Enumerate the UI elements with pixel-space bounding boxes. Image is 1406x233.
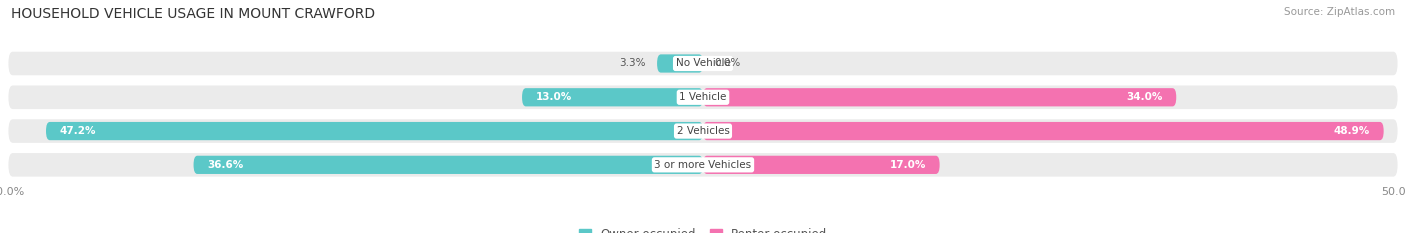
Text: 3 or more Vehicles: 3 or more Vehicles — [654, 160, 752, 170]
FancyBboxPatch shape — [194, 156, 703, 174]
Text: HOUSEHOLD VEHICLE USAGE IN MOUNT CRAWFORD: HOUSEHOLD VEHICLE USAGE IN MOUNT CRAWFOR… — [11, 7, 375, 21]
Text: Source: ZipAtlas.com: Source: ZipAtlas.com — [1284, 7, 1395, 17]
FancyBboxPatch shape — [46, 122, 703, 140]
Text: 17.0%: 17.0% — [890, 160, 925, 170]
Text: 48.9%: 48.9% — [1333, 126, 1369, 136]
FancyBboxPatch shape — [703, 88, 1177, 106]
Text: 47.2%: 47.2% — [60, 126, 97, 136]
Text: 13.0%: 13.0% — [536, 92, 572, 102]
FancyBboxPatch shape — [7, 84, 1399, 110]
FancyBboxPatch shape — [7, 152, 1399, 178]
Text: 1 Vehicle: 1 Vehicle — [679, 92, 727, 102]
FancyBboxPatch shape — [7, 50, 1399, 77]
Text: 34.0%: 34.0% — [1126, 92, 1163, 102]
FancyBboxPatch shape — [703, 122, 1384, 140]
Text: 0.0%: 0.0% — [714, 58, 741, 69]
Text: No Vehicle: No Vehicle — [675, 58, 731, 69]
FancyBboxPatch shape — [657, 54, 703, 73]
FancyBboxPatch shape — [522, 88, 703, 106]
Text: 2 Vehicles: 2 Vehicles — [676, 126, 730, 136]
Text: 36.6%: 36.6% — [208, 160, 243, 170]
Legend: Owner-occupied, Renter-occupied: Owner-occupied, Renter-occupied — [574, 224, 832, 233]
FancyBboxPatch shape — [7, 118, 1399, 144]
FancyBboxPatch shape — [703, 156, 939, 174]
Text: 3.3%: 3.3% — [620, 58, 645, 69]
